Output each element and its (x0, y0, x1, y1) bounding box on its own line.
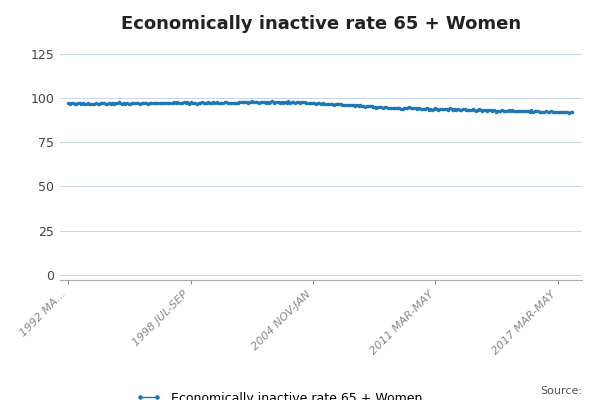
Title: Economically inactive rate 65 + Women: Economically inactive rate 65 + Women (121, 15, 521, 33)
Economically inactive rate 65 + Women (268, 99, 275, 104)
Line: Economically inactive rate 65 + Women: Economically inactive rate 65 + Women (67, 100, 573, 114)
Text: Source:: Source: (540, 386, 582, 396)
Economically inactive rate 65 + Women (223, 100, 230, 105)
Economically inactive rate 65 + Women (65, 101, 72, 106)
Economically inactive rate 65 + Women (122, 101, 129, 106)
Economically inactive rate 65 + Women (569, 110, 576, 115)
Economically inactive rate 65 + Women (202, 101, 209, 106)
Economically inactive rate 65 + Women (565, 110, 572, 115)
Economically inactive rate 65 + Women (285, 99, 292, 104)
Legend: Economically inactive rate 65 + Women: Economically inactive rate 65 + Women (131, 387, 427, 400)
Economically inactive rate 65 + Women (528, 108, 535, 113)
Economically inactive rate 65 + Women (306, 100, 313, 105)
